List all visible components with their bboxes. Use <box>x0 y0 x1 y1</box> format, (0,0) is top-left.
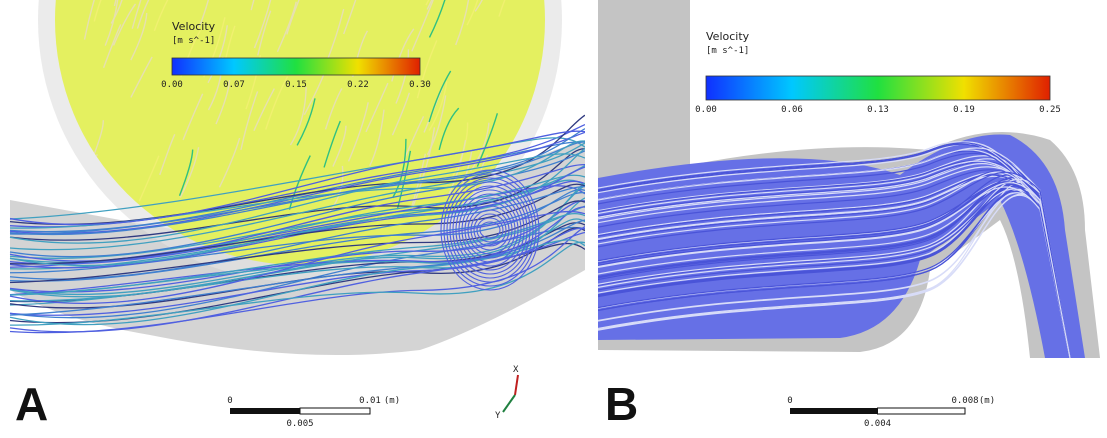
triad-axis <box>515 375 518 395</box>
colorbar-tick: 0.30 <box>409 80 431 90</box>
scale-bar-white <box>878 408 966 414</box>
scale-start: 0 <box>787 396 792 406</box>
scale-mid: 0.005 <box>286 419 313 429</box>
colorbar-tick: 0.13 <box>867 105 889 115</box>
legend-title: Velocity <box>172 20 216 33</box>
colorbar <box>172 58 420 75</box>
colorbar <box>706 76 1050 100</box>
triad-label: X <box>513 365 519 375</box>
panel-label: A <box>15 378 48 430</box>
panel-label: B <box>605 378 638 430</box>
scale-unit: (m) <box>979 396 995 406</box>
legend-unit: [m s^-1] <box>706 46 749 56</box>
scale-start: 0 <box>227 396 232 406</box>
panel-b <box>598 0 1107 358</box>
colorbar-tick: 0.22 <box>347 80 369 90</box>
scale-unit: (m) <box>384 396 400 406</box>
colorbar-tick: 0.07 <box>223 80 245 90</box>
colorbar-tick: 0.25 <box>1039 105 1061 115</box>
scale-bar-black <box>790 408 878 414</box>
legend-title: Velocity <box>706 30 750 43</box>
legend-unit: [m s^-1] <box>172 36 215 46</box>
scale-bar-white <box>300 408 370 414</box>
scale-end: 0.008 <box>951 396 978 406</box>
colorbar-tick: 0.15 <box>285 80 307 90</box>
triad-axis <box>503 395 515 412</box>
scale-end: 0.01 <box>359 396 381 406</box>
figure: Velocity [m s^-1] 0.00 0.07 0.15 0.22 0.30 A 0 0.… <box>0 0 1107 438</box>
scale-mid: 0.004 <box>864 419 891 429</box>
colorbar-tick: 0.00 <box>161 80 183 90</box>
panel-a <box>0 0 585 362</box>
colorbar-tick: 0.06 <box>781 105 803 115</box>
triad-label: Y <box>495 411 501 421</box>
scale-bar-black <box>230 408 300 414</box>
colorbar-tick: 0.00 <box>695 105 717 115</box>
colorbar-tick: 0.19 <box>953 105 975 115</box>
